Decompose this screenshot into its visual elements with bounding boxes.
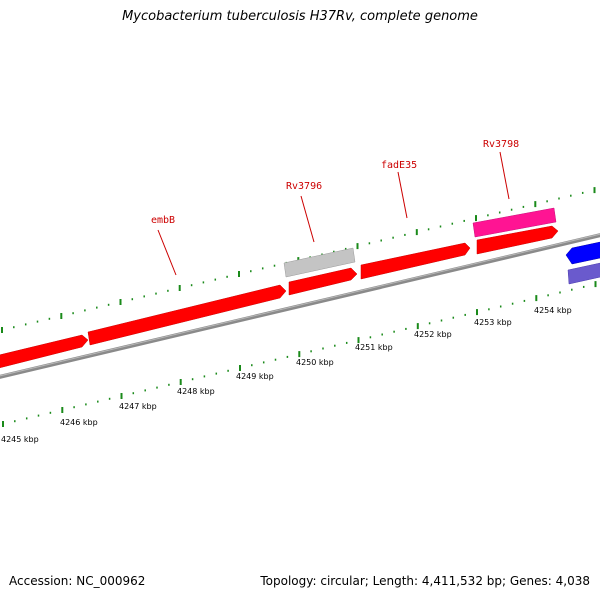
scale-label-4250: 4250 kbp [296,358,334,367]
gene-label-rv3796: Rv3796 [286,181,322,192]
gene-arrow-rv3796[interactable] [288,267,358,296]
outer-tick-track [1,187,596,333]
scale-label-4248: 4248 kbp [177,387,215,396]
scale-label-4247: 4247 kbp [119,402,157,411]
genome-backbone-highlight [0,233,600,377]
genome-backbone [0,233,600,379]
gene-arrow-reverse[interactable] [565,241,600,265]
gene-block-rv3798[interactable] [472,207,557,238]
gene-arrow-fade35[interactable] [360,242,471,280]
scale-label-4252: 4252 kbp [414,330,452,339]
gene-arrow-rv3798[interactable] [476,225,559,255]
scale-label-4254: 4254 kbp [534,306,572,315]
gene-label-rv3798: Rv3798 [483,139,519,150]
scale-label-4251: 4251 kbp [355,343,393,352]
accession-label: Accession: NC_000962 [9,574,146,588]
leader-line-fade35 [397,171,408,219]
scale-label-4245: 4245 kbp [1,435,39,444]
leader-line-rv3798 [499,151,510,200]
map-title: Mycobacterium tuberculosis H37Rv, comple… [122,9,478,24]
scale-label-4246: 4246 kbp [60,418,98,427]
gene-label-embB: embB [151,215,175,226]
inner-tick-track [2,281,597,427]
scale-label-4253: 4253 kbp [474,318,512,327]
scale-label-4249: 4249 kbp [236,372,274,381]
gene-arrow-forward[interactable] [0,334,89,369]
genome-summary: Topology: circular; Length: 4,411,532 bp… [260,574,590,588]
gene-arrow-embB[interactable] [87,284,287,346]
leader-line-embB [157,229,177,276]
leader-line-rv3796 [300,195,315,243]
gene-label-fade35: fadE35 [381,160,417,171]
gene-block-reverse-light[interactable] [567,262,600,285]
feature-block-gray[interactable] [283,247,356,278]
